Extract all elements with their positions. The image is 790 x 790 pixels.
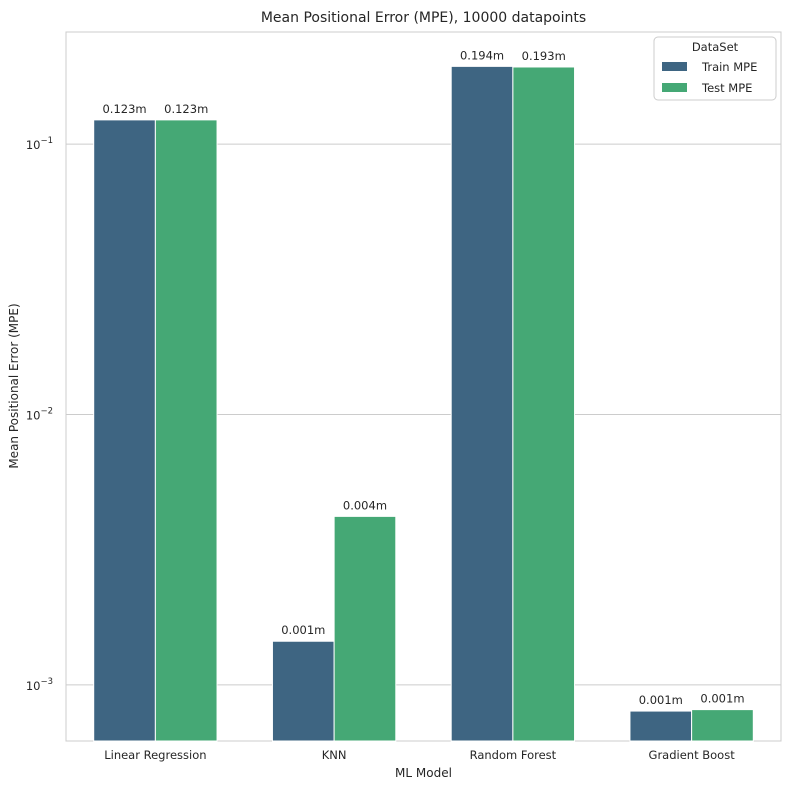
bar-value-label: 0.001m xyxy=(281,623,325,637)
y-tick-exponent: −2 xyxy=(40,407,53,417)
y-tick-base: 10 xyxy=(26,138,41,152)
x-tick-label: Gradient Boost xyxy=(649,748,736,762)
y-tick-exponent: −1 xyxy=(40,136,53,146)
y-ticks-layer: 10−110−210−3 xyxy=(26,136,53,693)
x-tick-label: KNN xyxy=(322,748,347,762)
legend-swatch-test xyxy=(662,83,687,92)
plot-area-frame xyxy=(65,31,782,742)
bar-train xyxy=(450,65,514,742)
x-tick-label: Random Forest xyxy=(470,748,557,762)
y-tick-base: 10 xyxy=(26,679,41,693)
y-tick-label: 10−3 xyxy=(26,677,53,693)
legend-title: DataSet xyxy=(692,40,739,54)
bar-value-label: 0.001m xyxy=(700,692,744,706)
y-tick-label: 10−2 xyxy=(26,407,53,423)
bar-train xyxy=(271,640,335,742)
bar-train xyxy=(629,710,693,742)
bar-value-label: 0.123m xyxy=(164,102,208,116)
y-axis-label: Mean Positional Error (MPE) xyxy=(7,303,21,468)
legend-label-train: Train MPE xyxy=(701,60,757,74)
x-axis-label: ML Model xyxy=(395,766,452,780)
bar-value-label: 0.001m xyxy=(639,693,683,707)
y-tick-exponent: −3 xyxy=(40,677,53,687)
chart-title: Mean Positional Error (MPE), 10000 datap… xyxy=(261,10,586,26)
x-ticks-layer: Linear Regression KNN Random Forest Gradien… xyxy=(104,748,735,762)
bar-value-label: 0.004m xyxy=(343,498,387,512)
x-tick-label: Linear Regression xyxy=(104,748,206,762)
bar-test xyxy=(512,66,576,742)
y-tick-label: 10−1 xyxy=(26,136,53,152)
legend-label-test: Test MPE xyxy=(701,81,752,95)
y-tick-base: 10 xyxy=(26,409,41,423)
bar-train xyxy=(93,119,156,742)
bar-test xyxy=(691,709,754,742)
bar-value-label: 0.123m xyxy=(102,102,146,116)
legend: DataSet Train MPE Test MPE xyxy=(653,36,777,101)
bar-value-label: 0.194m xyxy=(460,48,504,62)
labels-layer: 0.123m 0.123m 0.001m 0.004m 0.194m 0.193m 0.00… xyxy=(102,48,744,707)
bar-value-label: 0.193m xyxy=(522,49,566,63)
bar-test xyxy=(154,119,218,742)
legend-swatch-train xyxy=(662,62,687,71)
bar-test xyxy=(333,515,397,742)
bars-layer xyxy=(93,65,754,742)
